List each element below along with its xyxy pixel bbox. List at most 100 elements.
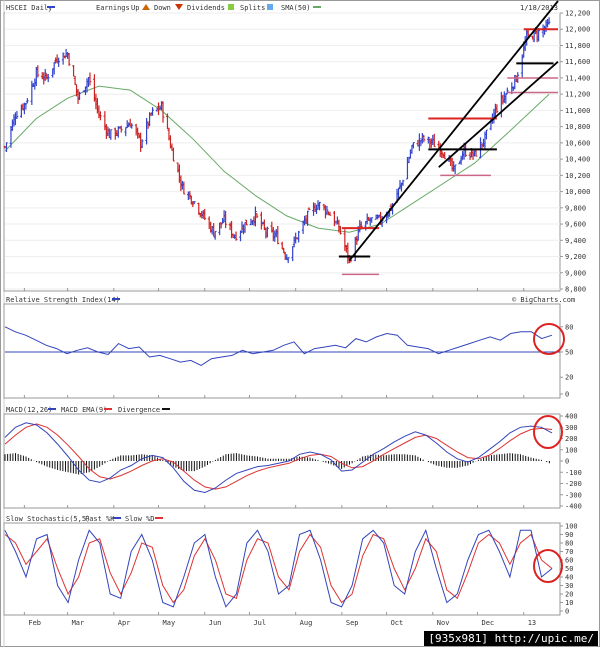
date-tick-label: Apr: [118, 619, 131, 627]
ohlc-bar: [443, 151, 447, 160]
date-tick-label: Mar: [72, 619, 85, 627]
date-tick-label: Dec: [482, 619, 495, 627]
rsi-lines: [4, 326, 560, 366]
ohlc-bar: [495, 104, 499, 114]
ohlc-bar: [130, 123, 134, 129]
stochastic-tick-label: 30: [565, 582, 573, 590]
macd-lines: [4, 422, 553, 494]
slow-d-label: Slow %D: [125, 515, 155, 523]
ohlc-bar: [328, 211, 332, 216]
support-resistance-annotations: [338, 0, 559, 276]
earnings-up-icon: [142, 4, 150, 10]
ohlc-bar: [370, 217, 374, 223]
ohlc-bar: [255, 213, 259, 219]
ohlc-bar: [276, 225, 280, 245]
ohlc-bar: [297, 230, 301, 243]
upic-watermark: [935x981] http://upic.me/: [424, 631, 598, 646]
ohlc-bar: [520, 54, 524, 78]
macd-highlight-circle: [533, 415, 563, 449]
ohlc-bar: [224, 210, 228, 229]
ohlc-bar: [119, 125, 123, 133]
date-tick-label: Jul: [253, 619, 266, 627]
stochastic-tick-label: 10: [565, 599, 573, 607]
ohlc-bar: [57, 57, 61, 67]
ohlc-bar: [88, 72, 92, 86]
ohlc-bar: [161, 101, 165, 123]
ohlc-bar: [459, 155, 463, 165]
ohlc-bar: [109, 129, 113, 140]
ohlc-bar: [46, 73, 50, 83]
date-tick-label: Sep: [346, 619, 359, 627]
ohlc-bar: [203, 208, 207, 221]
stochastic-tick-label: 60: [565, 557, 573, 565]
rsi-highlight-circle: [533, 323, 565, 355]
macd-line: [4, 422, 553, 494]
ohlc-bar: [485, 129, 488, 140]
price-tick-label: 11,000: [565, 107, 590, 115]
date-tick-label: May: [163, 619, 176, 627]
price-tick-label: 11,200: [565, 91, 590, 99]
ohlc-bar: [43, 68, 47, 81]
rsi-tick-label: 50: [565, 349, 573, 357]
ohlc-bar: [286, 257, 290, 264]
rsi-tick-label: 20: [565, 374, 573, 382]
dividends-label: Dividends: [187, 4, 225, 12]
ohlc-bar: [401, 179, 405, 186]
ohlc-bar: [98, 111, 102, 121]
ohlc-bar: [36, 65, 40, 78]
ohlc-bar: [412, 142, 415, 149]
macd-tick-label: -200: [565, 480, 582, 488]
macd-ema-label: MACD EMA(9): [61, 406, 107, 414]
ohlc-bar: [325, 205, 329, 216]
rsi-label: Relative Strength Index(14): [6, 296, 120, 304]
price-tick-label: 11,600: [565, 58, 590, 66]
ohlc-bar: [192, 201, 196, 204]
bigcharts-credit: © BigCharts.com: [512, 296, 575, 304]
fast-k-label: Fast %K: [85, 515, 115, 523]
ohlc-bar: [78, 91, 81, 101]
price-tick-label: 10,200: [565, 172, 590, 180]
ohlc-bar: [306, 210, 309, 226]
ohlc-bar: [526, 28, 530, 38]
chart-date: 1/18/2013: [520, 4, 558, 12]
ohlc-bar: [197, 202, 201, 215]
ohlc-bar: [15, 110, 19, 119]
price-tick-label: 10,800: [565, 123, 590, 131]
price-tick-label: 9,200: [565, 253, 586, 261]
date-tick-label: Aug: [300, 619, 313, 627]
ohlc-bar: [254, 206, 257, 227]
sma-label: SMA(50): [281, 4, 311, 12]
ohlc-bar: [5, 142, 8, 152]
stochastic-label: Slow Stochastic(5,5): [6, 515, 90, 523]
earnings-down-icon: [175, 4, 183, 10]
stochastic-tick-label: 50: [565, 565, 573, 573]
price-tick-label: 10,400: [565, 156, 590, 164]
price-tick-label: 10,600: [565, 139, 590, 147]
price-panel: 8,800 9,000 9,200 9,400 9,600 9,800 10,000 10,2…: [3, 0, 590, 294]
macd-tick-label: -300: [565, 491, 582, 499]
splits-icon: [267, 4, 273, 10]
rsi-line: [4, 326, 553, 366]
ohlc-bar: [420, 133, 424, 144]
stochastic-tick-label: 70: [565, 548, 573, 556]
ohlc-bar: [318, 201, 321, 211]
date-tick-label: Nov: [437, 619, 450, 627]
earnings-down-label: Down: [154, 4, 171, 12]
macd-ema-line: [4, 423, 553, 490]
stochastic-legend: Slow Stochastic(5,5) Fast %K Slow %D: [6, 515, 163, 523]
stochastic-tick-label: 20: [565, 591, 573, 599]
macd-tick-label: -400: [565, 503, 582, 511]
macd-tick-label: 400: [565, 413, 578, 421]
rsi-axis: 0 20 50 80: [560, 323, 573, 399]
ohlc-bar: [417, 133, 421, 151]
price-tick-label: 12,000: [565, 26, 590, 34]
ohlc-bar: [221, 218, 225, 224]
ohlc-bar: [157, 102, 160, 116]
slow-d-line: [4, 533, 553, 604]
price-tick-label: 9,800: [565, 204, 586, 212]
macd-divergence-histogram: [4, 453, 550, 475]
stochastic-tick-label: 0: [565, 608, 569, 616]
macd-tick-label: -100: [565, 469, 582, 477]
divergence-label: Divergence: [118, 406, 160, 414]
